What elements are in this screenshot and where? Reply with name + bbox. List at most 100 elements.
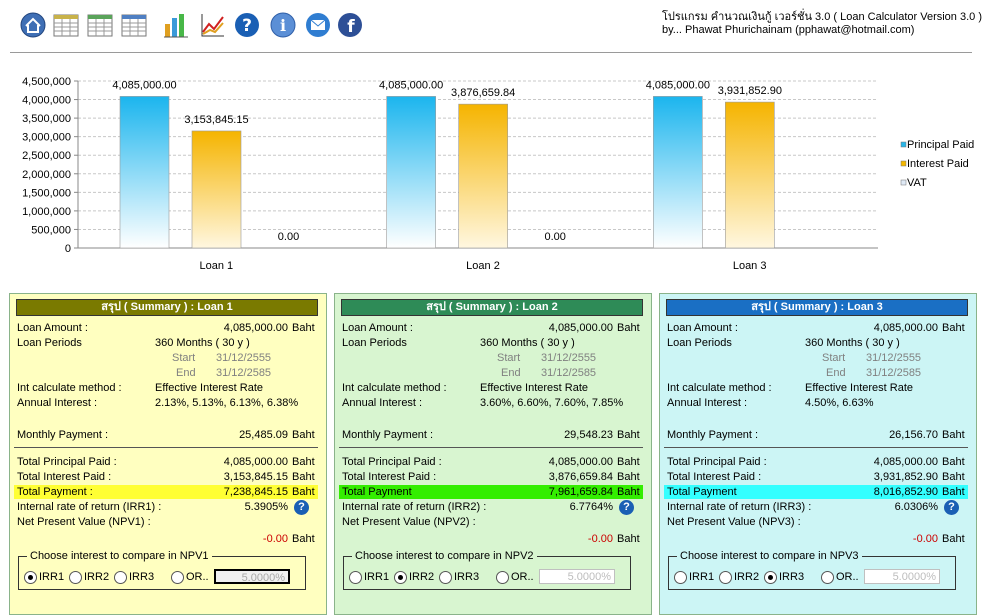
legend-label: Principal Paid	[907, 139, 974, 151]
radio-option-or[interactable]	[496, 571, 509, 584]
unit-label: Baht	[617, 471, 640, 483]
mail-icon[interactable]	[305, 12, 331, 38]
loan-amount-label: Loan Amount :	[667, 322, 738, 334]
loan-comparison-chart: 0 500,000 1,000,000 1,500,000 2,000,000 2,500…	[22, 76, 974, 272]
loan-amount-label: Loan Amount :	[342, 322, 413, 334]
y-tick-label: 1,000,000	[22, 206, 71, 218]
annual-interest-value: 4.50%, 6.63%	[805, 397, 874, 409]
facebook-icon[interactable]: f	[337, 12, 363, 38]
radio-label: IRR2	[84, 571, 110, 583]
radio-option-irr1[interactable]	[24, 571, 37, 584]
radio-option-irr3[interactable]	[439, 571, 452, 584]
info-icon[interactable]: i	[270, 12, 296, 38]
radio-option-irr2[interactable]	[69, 571, 82, 584]
custom-rate-input[interactable]: 5.0000%	[864, 569, 940, 584]
divider	[14, 447, 318, 448]
end-date: 31/12/2585	[216, 367, 272, 379]
method-label: Int calculate method :	[667, 382, 772, 394]
help-icon[interactable]: ?	[234, 12, 260, 38]
irr-value: 5.3905%	[244, 501, 288, 513]
bar-principal-paid	[653, 96, 703, 249]
help-icon[interactable]: ?	[619, 500, 634, 515]
loan-amount-value: 4,085,000.00	[548, 322, 613, 334]
npv-compare-group: Choose interest to compare in NPV2 IRR1 IR…	[343, 549, 631, 590]
data-label: 4,085,000.00	[112, 79, 176, 91]
radio-option-irr3[interactable]	[764, 571, 777, 584]
end-label: End	[176, 367, 196, 379]
table-icon[interactable]	[121, 12, 147, 38]
unit-label: Baht	[292, 486, 315, 498]
end-label: End	[501, 367, 521, 379]
legend-label: VAT	[907, 177, 927, 189]
unit-label: Baht	[617, 429, 640, 441]
start-label: Start	[172, 352, 196, 364]
table-icon[interactable]	[53, 12, 79, 38]
npv-label: Net Present Value (NPV1) :	[17, 516, 151, 528]
npv-compare-title: Choose interest to compare in NPV3	[677, 549, 862, 563]
line-chart-icon[interactable]	[199, 12, 225, 38]
loan-amount-label: Loan Amount :	[17, 322, 88, 334]
table-icon[interactable]	[87, 12, 113, 38]
method-value: Effective Interest Rate	[805, 382, 914, 394]
radio-label: IRR1	[364, 571, 390, 583]
data-label: 3,153,845.15	[184, 114, 248, 126]
total-payment-label: Total Payment	[342, 486, 412, 498]
loan-periods-value: 360 Months ( 30 y )	[155, 337, 250, 349]
unit-label: Baht	[942, 486, 965, 498]
panel-title: สรุป ( Summary ) : Loan 3	[666, 299, 968, 316]
unit-label: Baht	[942, 456, 965, 468]
irr-value: 6.7764%	[569, 501, 613, 513]
npv-value: -0.00	[262, 533, 288, 545]
radio-label: OR..	[511, 571, 534, 583]
npv-value: -0.00	[587, 533, 613, 545]
unit-label: Baht	[292, 322, 315, 334]
help-icon[interactable]: ?	[944, 500, 959, 515]
loan-periods-label: Loan Periods	[667, 337, 732, 349]
unit-label: Baht	[617, 486, 640, 498]
y-tick-label: 0	[65, 243, 71, 255]
data-label: 3,876,659.84	[451, 87, 515, 99]
method-value: Effective Interest Rate	[480, 382, 589, 394]
legend-swatch	[900, 141, 907, 148]
custom-rate-input[interactable]: 5.0000%	[539, 569, 615, 584]
monthly-payment-label: Monthly Payment :	[667, 429, 759, 441]
radio-option-or[interactable]	[171, 571, 184, 584]
radio-option-irr1[interactable]	[349, 571, 362, 584]
irr-label: Internal rate of return (IRR1) :	[17, 501, 162, 513]
method-value: Effective Interest Rate	[155, 382, 264, 394]
annual-interest-label: Annual Interest :	[17, 397, 98, 409]
home-icon[interactable]	[20, 12, 46, 38]
unit-label: Baht	[292, 471, 315, 483]
method-label: Int calculate method :	[342, 382, 447, 394]
annual-interest-label: Annual Interest :	[667, 397, 748, 409]
toolbar: ? i f โปรแกรม คำนวณเงินกู้ เวอร์ชั่น 3.0…	[0, 0, 985, 52]
unit-label: Baht	[617, 322, 640, 334]
total-interest-label: Total Interest Paid :	[17, 471, 112, 483]
unit-label: Baht	[942, 533, 965, 545]
bar-interest-paid	[725, 101, 775, 249]
help-icon[interactable]: ?	[294, 500, 309, 515]
unit-label: Baht	[942, 429, 965, 441]
start-label: Start	[822, 352, 846, 364]
radio-label: OR..	[186, 571, 209, 583]
radio-label: OR..	[836, 571, 859, 583]
x-category-label: Loan 2	[466, 260, 500, 272]
legend-swatch	[900, 179, 907, 186]
y-tick-label: 2,500,000	[22, 150, 71, 162]
radio-option-irr2[interactable]	[719, 571, 732, 584]
radio-option-irr1[interactable]	[674, 571, 687, 584]
npv-compare-group: Choose interest to compare in NPV1 IRR1 IR…	[18, 549, 306, 590]
custom-rate-input[interactable]: 5.0000%	[214, 569, 290, 584]
loan-amount-value: 4,085,000.00	[223, 322, 288, 334]
total-interest-value: 3,153,845.15	[223, 471, 288, 483]
y-tick-label: 3,500,000	[22, 113, 71, 125]
start-label: Start	[497, 352, 521, 364]
npv-compare-title: Choose interest to compare in NPV1	[27, 549, 212, 563]
radio-option-irr2[interactable]	[394, 571, 407, 584]
radio-option-irr3[interactable]	[114, 571, 127, 584]
y-tick-label: 2,000,000	[22, 169, 71, 181]
bar-principal-paid	[119, 96, 170, 249]
bar-chart-icon[interactable]	[163, 12, 189, 38]
radio-label: IRR2	[409, 571, 435, 583]
radio-option-or[interactable]	[821, 571, 834, 584]
